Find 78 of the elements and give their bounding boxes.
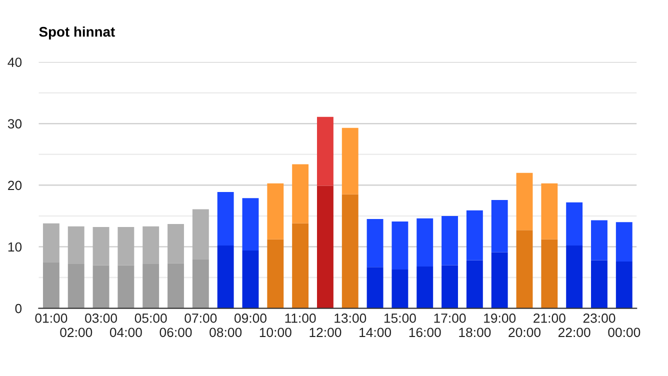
bar: [267, 239, 284, 308]
bar: [591, 260, 608, 308]
bar: [317, 186, 334, 308]
y-tick-label: 40: [8, 58, 22, 67]
bar: [317, 116, 334, 186]
x-tick-label: 17:00: [434, 314, 466, 323]
bar: [267, 183, 284, 240]
x-tick-label: 15:00: [384, 314, 416, 323]
bar: [541, 183, 558, 240]
bar: [591, 220, 608, 260]
bar: [92, 227, 110, 266]
x-tick-label: 19:00: [484, 314, 516, 323]
x-tick-label: 04:00: [110, 328, 142, 338]
x-tick-label: 22:00: [558, 328, 590, 338]
bar: [42, 223, 60, 262]
bar: [342, 194, 358, 308]
bar: [292, 164, 309, 224]
x-tick-label: 18:00: [459, 328, 491, 338]
x-tick-label: 21:00: [534, 314, 566, 323]
bar: [566, 202, 583, 246]
x-tick-label: 00:00: [608, 328, 640, 338]
bar: [466, 260, 483, 308]
x-tick-label: 20:00: [508, 328, 540, 338]
x-tick-label: 13:00: [334, 314, 366, 323]
bar: [541, 239, 558, 308]
chart-title: Spot hinnat: [39, 26, 115, 40]
x-tick-label: 23:00: [583, 314, 616, 323]
bar: [142, 226, 160, 264]
bar: [242, 198, 259, 250]
bar: [616, 262, 632, 308]
bar: [566, 246, 583, 308]
bar: [392, 222, 408, 270]
y-tick-label: 30: [8, 119, 22, 129]
bar: [416, 218, 434, 266]
bar: [366, 219, 384, 268]
bar: [217, 192, 234, 246]
bar: [68, 226, 84, 264]
bar: [516, 172, 533, 230]
bar: [416, 266, 434, 308]
x-tick-label: 16:00: [409, 328, 441, 338]
bar: [168, 263, 184, 308]
y-tick-label: 20: [8, 180, 22, 190]
bar: [491, 252, 508, 308]
bar: [366, 267, 384, 308]
y-tick-label: 10: [8, 242, 22, 252]
x-tick-label: 01:00: [35, 314, 68, 323]
bar: [217, 246, 234, 308]
x-tick-label: 09:00: [234, 314, 266, 323]
bar: [392, 270, 408, 308]
bar: [92, 265, 110, 308]
bar: [192, 259, 209, 308]
x-tick-label: 03:00: [85, 314, 118, 323]
y-tick-label: 0: [15, 304, 22, 314]
bar: [442, 216, 458, 266]
bar: [192, 209, 209, 260]
bar: [168, 224, 184, 264]
bar: [342, 128, 358, 194]
x-tick-label: 02:00: [60, 328, 92, 338]
bar: [142, 264, 160, 308]
x-tick-label: 14:00: [360, 328, 392, 338]
x-tick-label: 11:00: [285, 314, 316, 323]
bar: [42, 262, 60, 308]
x-tick-label: 10:00: [260, 328, 292, 338]
bar: [491, 200, 508, 252]
x-tick-label: 05:00: [134, 314, 167, 323]
x-tick-label: 08:00: [210, 328, 242, 338]
x-tick-label: 06:00: [160, 328, 192, 338]
bar: [466, 210, 483, 260]
bar: [68, 264, 84, 308]
bar: [442, 265, 458, 308]
bar: [242, 250, 259, 308]
x-tick-label: 07:00: [184, 314, 217, 323]
bar: [516, 230, 533, 308]
bar: [292, 223, 309, 308]
x-tick-label: 12:00: [310, 328, 342, 338]
bar: [118, 265, 134, 308]
bar: [118, 227, 134, 266]
bar: [616, 222, 632, 262]
